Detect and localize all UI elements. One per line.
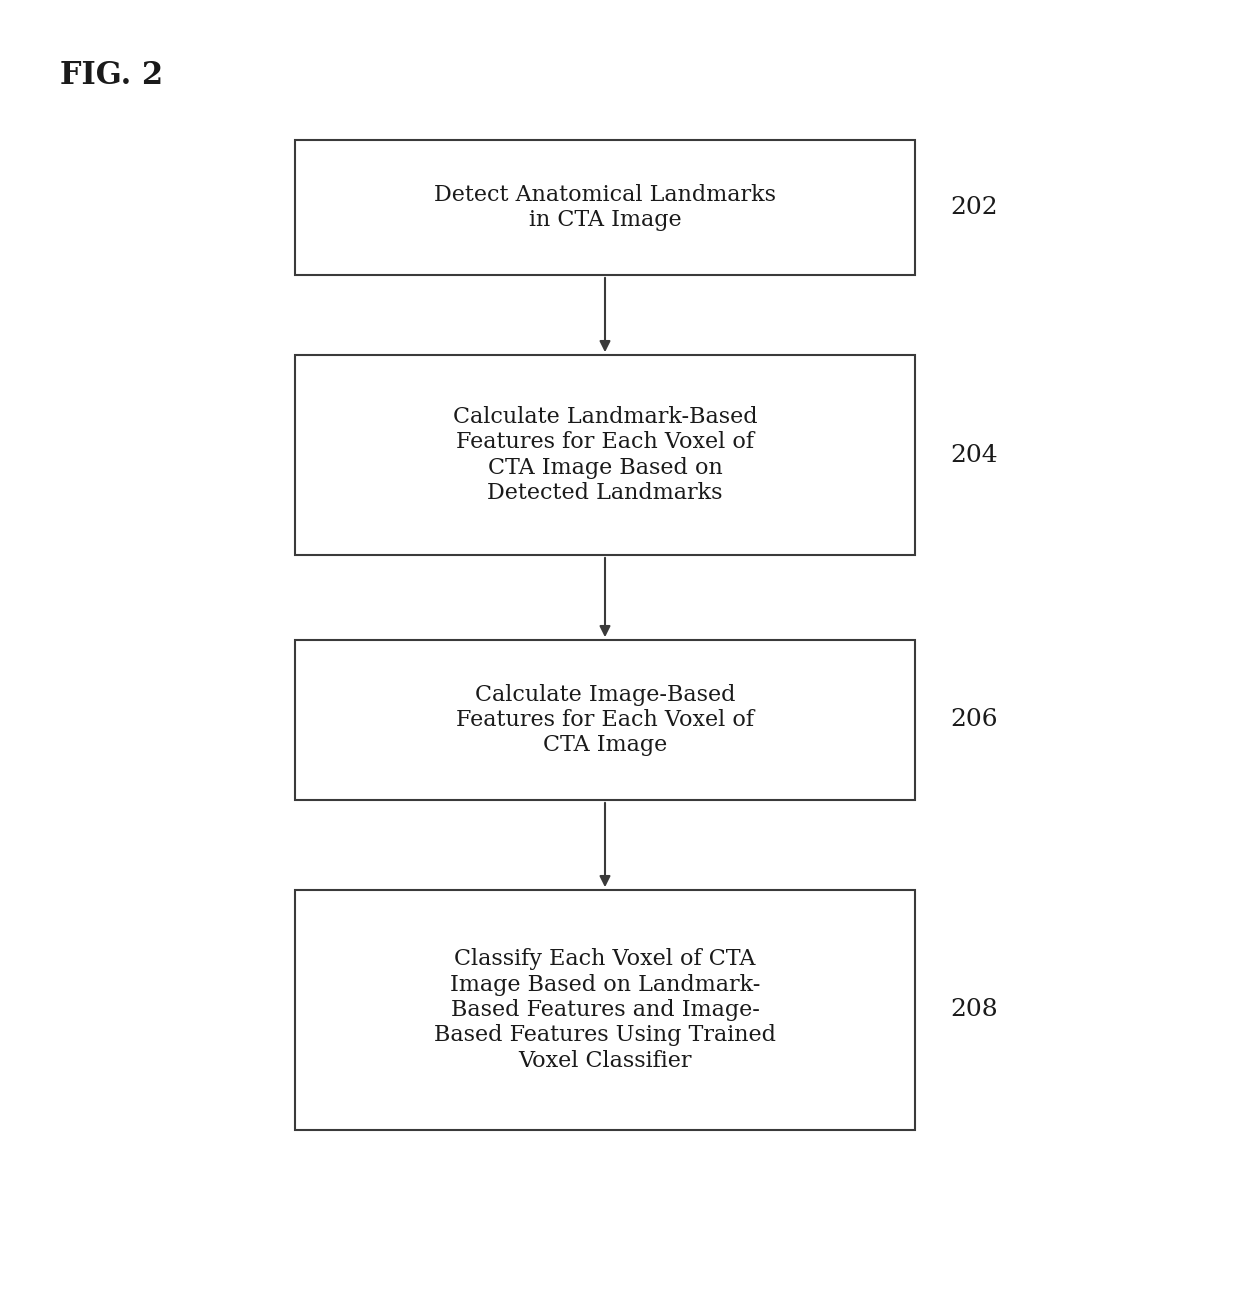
- Bar: [295, 354, 915, 555]
- Bar: [295, 640, 915, 800]
- Text: 202: 202: [950, 196, 998, 218]
- Text: FIG. 2: FIG. 2: [60, 60, 164, 92]
- Text: Detect Anatomical Landmarks
in CTA Image: Detect Anatomical Landmarks in CTA Image: [434, 184, 776, 232]
- Bar: [295, 889, 915, 1130]
- Text: 208: 208: [950, 998, 998, 1022]
- Text: Classify Each Voxel of CTA
Image Based on Landmark-
Based Features and Image-
Ba: Classify Each Voxel of CTA Image Based o…: [434, 948, 776, 1071]
- Bar: [295, 140, 915, 275]
- Text: 204: 204: [950, 443, 998, 467]
- Text: 206: 206: [950, 709, 998, 731]
- Text: Calculate Landmark-Based
Features for Each Voxel of
CTA Image Based on
Detected : Calculate Landmark-Based Features for Ea…: [453, 405, 758, 504]
- Text: Calculate Image-Based
Features for Each Voxel of
CTA Image: Calculate Image-Based Features for Each …: [456, 684, 754, 756]
